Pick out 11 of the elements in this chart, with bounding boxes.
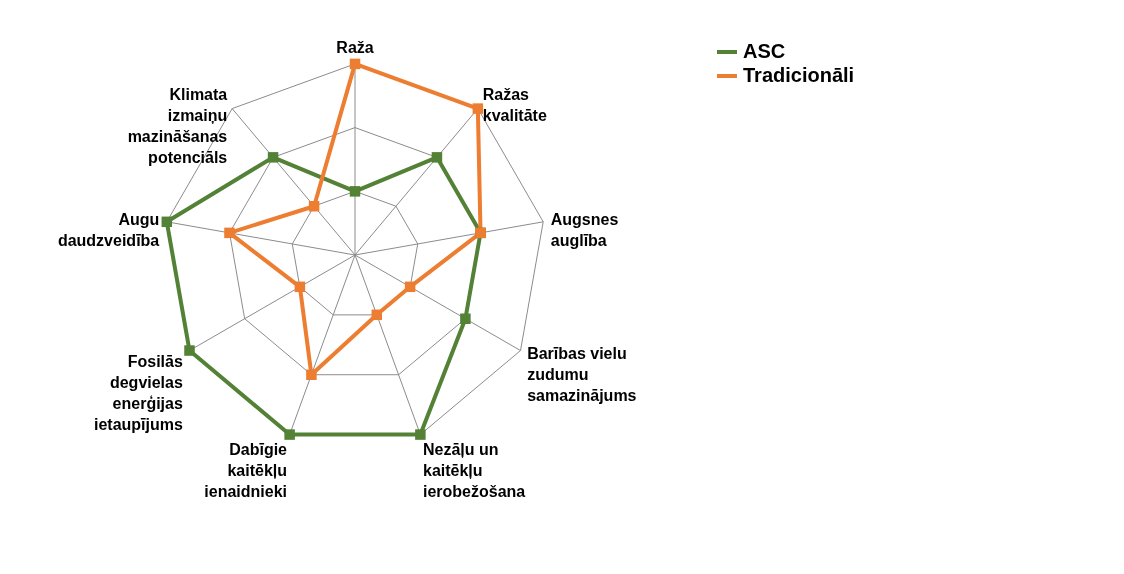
spoke-label: Ražas kvalitāte [482,85,547,124]
spoke-label: Fosilās degvielas enerģijas ietaupījums [93,353,183,434]
spoke-label: Raža [336,39,374,57]
spoke-label: Nezāļu un kaitēkļu ierobežošana [422,440,526,500]
legend-label: Tradicionāli [743,64,855,86]
spoke-label: Barības vielu zudumu samazinājums [527,345,637,405]
spoke-label: Augsnes auglība [550,211,619,250]
spoke-label: Augu daudzveidība [57,211,160,250]
legend-label: ASC [743,40,786,62]
spoke-label: Klimata izmaiņu mazināšanas potenciāls [127,85,228,166]
spoke-label: Dabīgie kaitēkļu ienaidnieki [204,440,288,500]
